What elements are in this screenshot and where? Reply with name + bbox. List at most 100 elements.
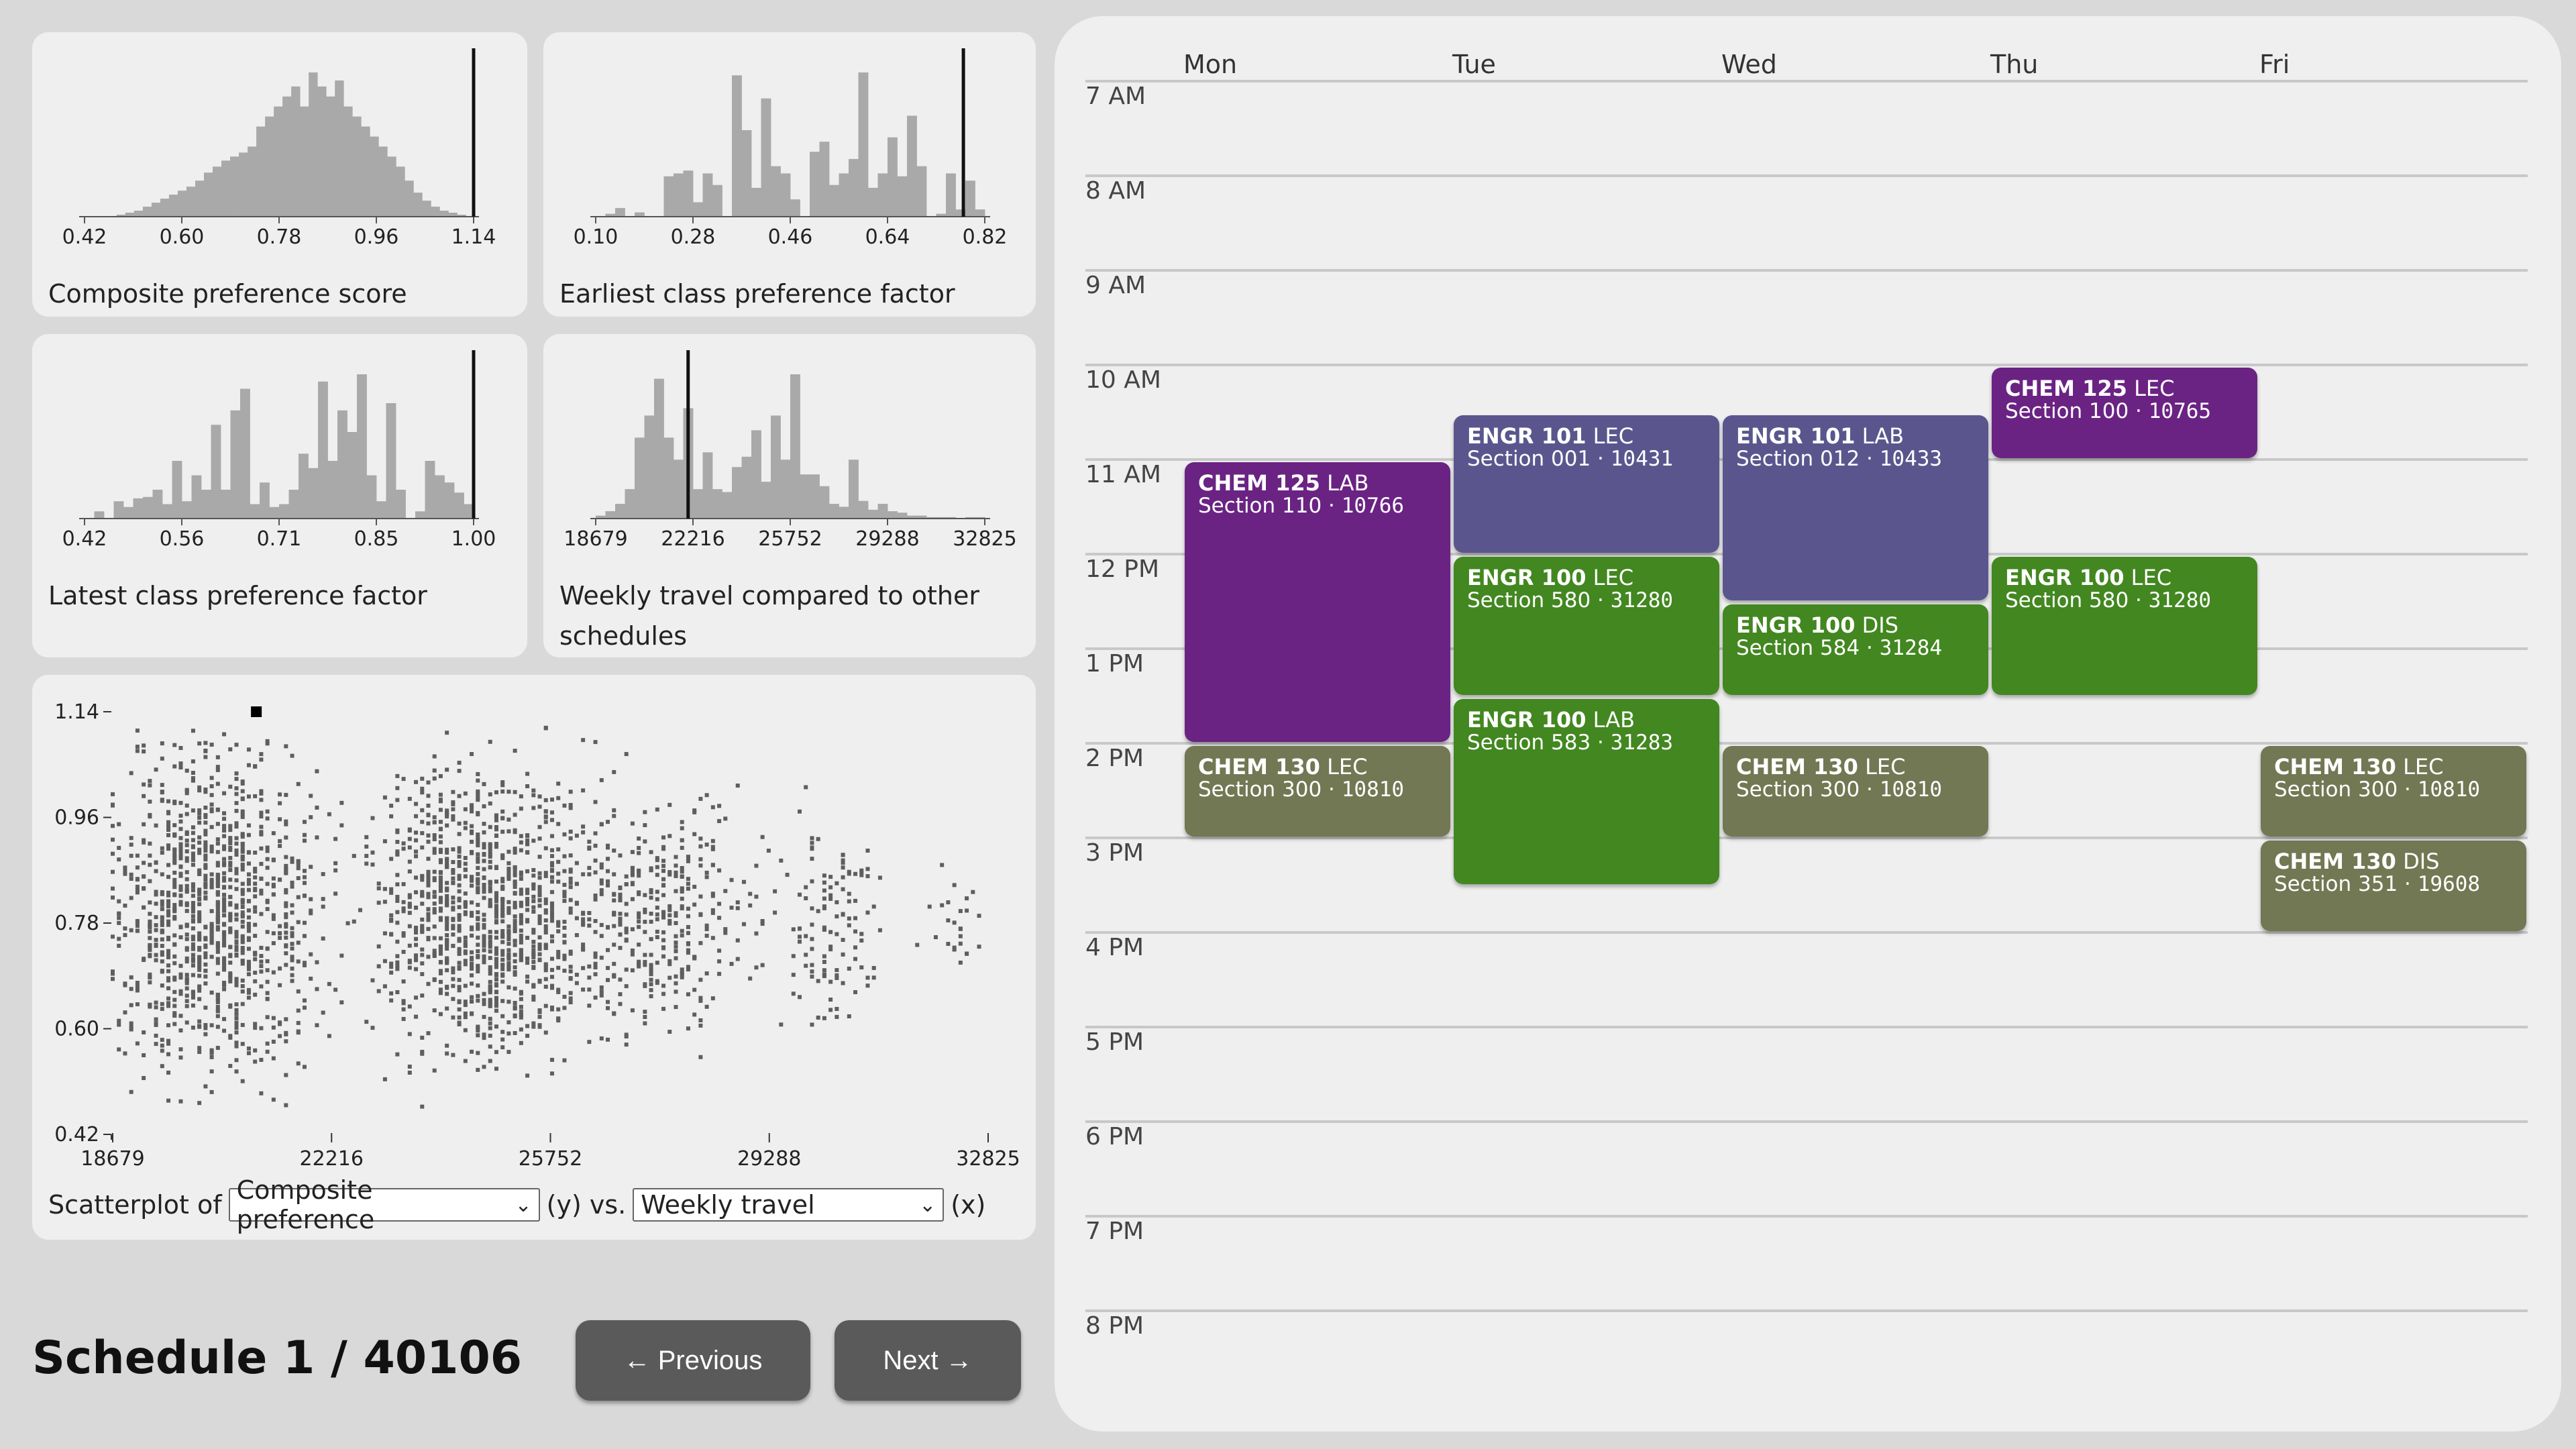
scatter-point [543, 820, 548, 824]
calendar-event[interactable]: ENGR 100 LAB Section 583 · 31283 [1454, 698, 1719, 884]
event-crn: 31283 [1610, 730, 1674, 755]
calendar-event[interactable]: ENGR 101 LEC Section 001 · 10431 [1454, 415, 1719, 553]
scatter-point [296, 862, 301, 867]
scatter-point [779, 858, 784, 863]
scatter-point [494, 930, 498, 934]
scatter-point [333, 837, 338, 841]
next-button[interactable]: Next → [835, 1320, 1021, 1401]
scatter-point [296, 941, 301, 945]
previous-button[interactable]: ← Previous [576, 1320, 810, 1401]
scatter-point [215, 872, 220, 877]
scatter-point [240, 863, 245, 868]
calendar-event[interactable]: ENGR 101 LAB Section 012 · 10433 [1723, 415, 1988, 600]
scatter-point [129, 1027, 133, 1032]
scatter-point [432, 949, 437, 953]
scatter-point [234, 867, 239, 871]
scatter-point [698, 837, 703, 841]
scatter-point [822, 904, 826, 909]
scatter-point [791, 973, 796, 977]
scatter-point [178, 887, 183, 892]
calendar-event[interactable]: CHEM 125 LAB Section 110 · 10766 [1185, 462, 1450, 742]
calendar-event[interactable]: CHEM 130 DIS Section 351 · 19608 [2261, 841, 2526, 931]
scatter-point [160, 902, 164, 907]
scatter-point [828, 1008, 833, 1012]
scatter-point [543, 962, 548, 967]
scatter-point [494, 813, 498, 818]
scatter-point [779, 1022, 784, 1027]
scatter-point [166, 1052, 171, 1057]
scatter-point [599, 881, 604, 885]
scatter-point [142, 822, 146, 826]
calendar-event[interactable]: ENGR 100 DIS Section 584 · 31284 [1723, 604, 1988, 695]
scatter-point [154, 1017, 158, 1022]
x-axis-select[interactable]: Weekly travel ⌄ [633, 1188, 945, 1222]
calendar-event[interactable]: CHEM 125 LEC Section 100 · 10765 [1992, 368, 2257, 458]
scatter-point [667, 918, 672, 923]
event-course: CHEM 130 [1736, 754, 1858, 780]
scatter-point [401, 906, 406, 911]
scatter-point [197, 937, 202, 942]
scatter-point [426, 895, 431, 900]
scatter-point [587, 872, 592, 877]
scatter-point [209, 847, 214, 851]
scatter-point [599, 777, 604, 782]
scatter-point [710, 908, 715, 912]
scatter-point [506, 966, 511, 971]
scatter-point [246, 888, 251, 892]
scatter-point [203, 882, 208, 887]
histogram-panel-earliest: 0.10 0.28 0.46 0.64 0.82 Earliest class pref… [543, 32, 1036, 317]
scatter-point [184, 986, 189, 991]
scatter-point [661, 915, 666, 920]
scatter-point [470, 933, 474, 938]
scatter-point [797, 809, 802, 814]
scatter-point [853, 898, 858, 903]
scatter-point [215, 765, 220, 769]
scatter-point [463, 935, 468, 940]
event-type: LAB [1855, 423, 1904, 449]
scatter-point [643, 930, 647, 934]
histogram-tick-label: 0.85 [354, 527, 399, 551]
scatter-point [488, 792, 492, 797]
scatter-point [568, 853, 573, 858]
calendar-event[interactable]: ENGR 100 LEC Section 580 · 31280 [1992, 557, 2257, 695]
scatter-point [630, 948, 635, 953]
scatter-point [680, 933, 684, 938]
scatter-point [135, 981, 140, 985]
y-axis-select[interactable]: Composite preference ⌄ [228, 1175, 540, 1234]
scatter-point [284, 1103, 288, 1108]
scatter-point [117, 899, 121, 904]
histogram-bar [693, 489, 703, 519]
scatter-point [556, 953, 561, 957]
scatter-point [463, 959, 468, 963]
calendar-event[interactable]: ENGR 100 LEC Section 580 · 31280 [1454, 557, 1719, 695]
scatter-point [203, 962, 208, 967]
calendar-event[interactable]: CHEM 130 LEC Section 300 · 10810 [1185, 746, 1450, 837]
scatter-point [154, 923, 158, 928]
scatter-point [290, 856, 294, 861]
scatter-point [525, 897, 530, 902]
histogram-bar [300, 106, 309, 217]
scatter-point [519, 840, 523, 845]
scatter-point [172, 857, 177, 861]
scatter-point [172, 961, 177, 965]
scatter-point [519, 913, 523, 918]
scatter-point [482, 918, 486, 922]
scatter-point [197, 910, 202, 915]
scatter-point [401, 1016, 406, 1021]
histogram-bar [361, 126, 370, 217]
calendar-event[interactable]: CHEM 130 LEC Section 300 · 10810 [1723, 746, 1988, 837]
histogram-bar [386, 403, 396, 519]
scatter-point [531, 894, 536, 899]
scatter-point [228, 861, 233, 865]
scatter-point [543, 977, 548, 981]
scatter-point [556, 949, 561, 954]
scatter-point [395, 873, 400, 877]
scatter-point [822, 873, 826, 878]
scatter-point [482, 948, 486, 953]
scatter-point [426, 936, 431, 941]
scatter-point [432, 952, 437, 957]
calendar-event[interactable]: CHEM 130 LEC Section 300 · 10810 [2261, 746, 2526, 837]
scatter-point [649, 963, 653, 967]
scatter-point [209, 1023, 214, 1028]
